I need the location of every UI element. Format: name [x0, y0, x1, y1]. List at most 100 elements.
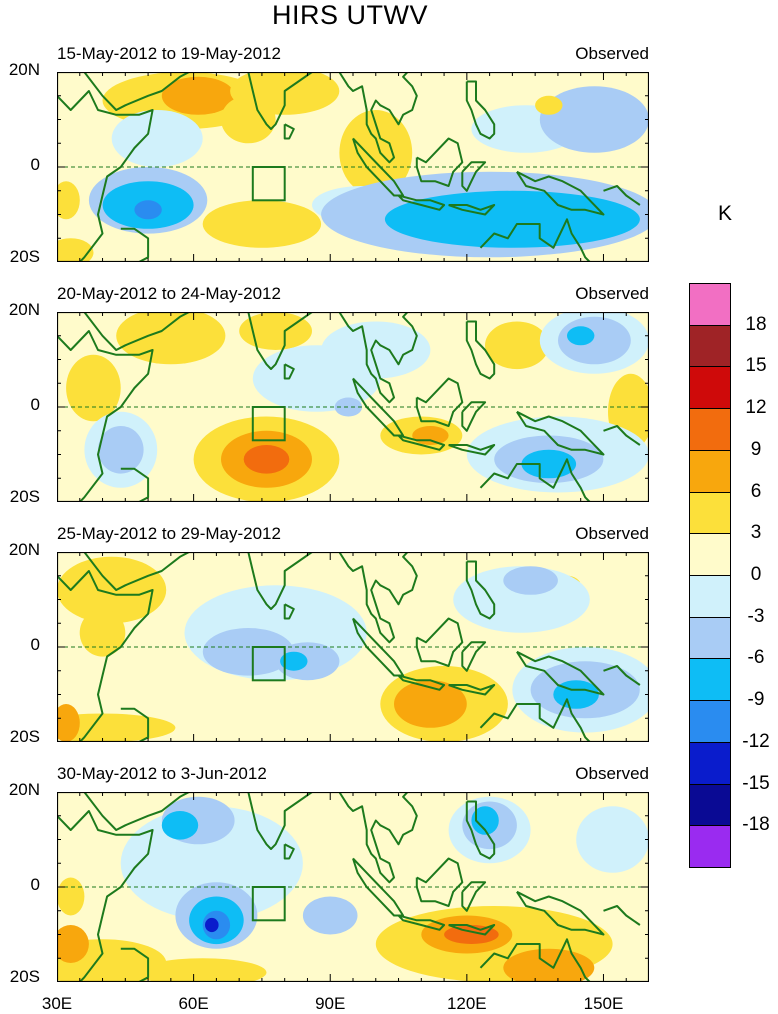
coastline — [120, 707, 150, 742]
coastline — [283, 603, 295, 620]
colorbar-tick-label: -6 — [747, 647, 765, 669]
contour-region — [57, 556, 167, 624]
coastline — [120, 947, 150, 982]
map-frame — [57, 552, 649, 742]
coastline — [603, 665, 641, 686]
colorbar-tick-label: -15 — [742, 772, 770, 794]
contour-region — [202, 628, 294, 676]
contour-region — [205, 917, 219, 933]
y-tick-label: 20N — [8, 60, 40, 79]
coastline — [283, 843, 295, 860]
panel-label: Observed — [575, 44, 649, 63]
x-tick-label: 150E — [583, 994, 624, 1013]
colorbar-tick-label: 3 — [750, 522, 762, 544]
coastline — [338, 552, 418, 644]
coastline — [465, 800, 496, 860]
contour-region — [57, 704, 80, 742]
panel-title: 30-May-2012 to 3-Jun-2012 — [57, 764, 267, 783]
contour-region — [57, 181, 80, 220]
panel-title: 25-May-2012 to 29-May-2012 — [57, 524, 281, 543]
coastline — [66, 552, 190, 591]
contour-region — [567, 326, 595, 346]
coastline — [465, 80, 496, 140]
colorbar-tick-label: -9 — [747, 689, 765, 711]
contour-region — [471, 806, 499, 835]
contour-region — [302, 896, 358, 935]
colorbar — [689, 283, 733, 868]
contour-region — [503, 566, 558, 595]
coastline — [283, 123, 295, 140]
coastline — [283, 363, 295, 380]
contour-region — [161, 811, 199, 840]
coastline — [66, 72, 190, 111]
coastline — [603, 905, 641, 926]
contour-region — [134, 200, 162, 220]
contour-region — [394, 680, 467, 728]
x-tick-label: 60E — [178, 994, 209, 1013]
colorbar-tick-label: 9 — [750, 438, 762, 460]
coastline — [230, 72, 313, 130]
colorbar-tick-label: 6 — [750, 480, 762, 502]
panel-title: 15-May-2012 to 19-May-2012 — [57, 44, 281, 63]
colorbar-swatch — [689, 408, 731, 451]
contour-map — [57, 792, 649, 982]
contour-region — [111, 110, 203, 167]
contour-region — [79, 609, 126, 657]
coastline — [120, 227, 150, 262]
x-tick-label: 120E — [446, 994, 487, 1013]
colorbar-swatch — [689, 491, 731, 535]
y-tick-label: 20S — [9, 727, 40, 746]
colorbar-swatch — [689, 783, 731, 827]
contour-region — [243, 445, 290, 474]
coastline — [397, 674, 446, 691]
contour-map — [57, 552, 649, 742]
y-tick-label: 20N — [8, 780, 40, 799]
coastline — [479, 218, 591, 262]
colorbar-swatch — [689, 658, 731, 702]
contour-region — [138, 958, 267, 982]
y-tick-label: 0 — [30, 155, 40, 174]
coastline — [448, 444, 496, 456]
colorbar-swatch — [689, 449, 731, 493]
colorbar-tick-label: 12 — [745, 397, 767, 419]
coastline — [516, 890, 605, 936]
contour-region — [57, 877, 85, 916]
contour-region — [280, 651, 308, 671]
coastline — [465, 560, 496, 620]
coastline — [516, 650, 605, 696]
coastline — [230, 552, 313, 610]
map-frame — [57, 72, 649, 262]
contour-region — [444, 925, 499, 944]
coastline — [57, 570, 154, 742]
colorbar-swatch — [689, 825, 731, 868]
coastline — [448, 204, 496, 216]
colorbar-tick-label: 15 — [745, 355, 767, 377]
coastline — [465, 320, 496, 380]
coastline — [479, 458, 591, 502]
panel-label: Observed — [575, 764, 649, 783]
coastline — [397, 194, 446, 211]
coastline — [603, 425, 641, 446]
coastline — [338, 792, 418, 884]
contour-region — [57, 925, 89, 963]
coastline — [461, 641, 487, 672]
map-frame — [57, 312, 649, 502]
contour-region — [553, 680, 599, 709]
y-tick-label: 20S — [9, 247, 40, 266]
contour-map — [57, 312, 649, 502]
x-tick-label: 90E — [315, 994, 346, 1013]
coastline — [516, 410, 605, 456]
coastline — [338, 72, 418, 164]
contour-region — [161, 76, 235, 115]
y-tick-label: 0 — [30, 635, 40, 654]
contour-region — [202, 200, 322, 248]
contour-region — [120, 806, 303, 921]
contour-region — [576, 806, 649, 873]
coastline — [479, 698, 591, 742]
coastline — [66, 312, 190, 351]
coastline — [448, 684, 496, 696]
colorbar-swatch — [689, 324, 731, 368]
y-tick-label: 20S — [9, 967, 40, 986]
colorbar-tick-label: 0 — [750, 564, 762, 585]
contour-map — [57, 72, 649, 262]
